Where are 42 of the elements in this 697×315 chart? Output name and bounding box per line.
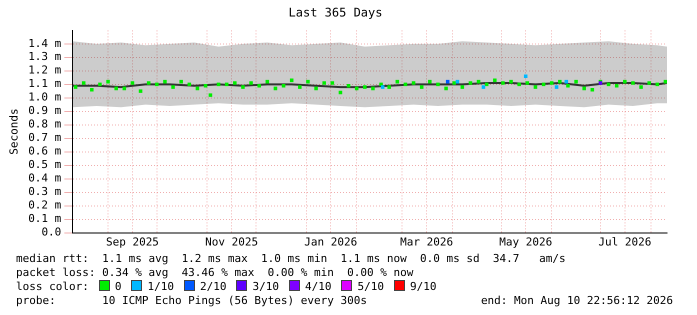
text: median rtt: 1.1 ms avg 1.2 ms max 1.0 ms min 1.1 ms now 0.0 ms sd 34.7 am/s [16, 252, 566, 266]
point [446, 80, 450, 84]
point [564, 80, 568, 84]
y-tick-label: 0.4 m [28, 172, 62, 185]
text: end: Mon Aug 10 22:56:12 2026 [480, 294, 673, 308]
point [456, 80, 460, 84]
y-tick-label: 0.8 m [28, 118, 62, 131]
legend-label: 9/10 [410, 280, 436, 293]
x-tick-label: Mar 2026 [400, 235, 454, 248]
chart-title: Last 365 Days [288, 5, 382, 20]
x-tick-label: May 2026 [499, 235, 552, 248]
y-tick-label: 0.1 m [28, 212, 62, 226]
legend-title: loss color: [16, 280, 89, 293]
legend-label: 1/10 [147, 280, 174, 293]
y-tick-label: 1.3 m [28, 50, 62, 64]
x-tick-label: Jan 2026 [304, 235, 358, 248]
legend-label: 0 [114, 280, 122, 293]
x-tick-label: Nov 2025 [205, 235, 258, 248]
y-tick-label: 1.4 m [28, 36, 62, 50]
y-tick-label: 0.2 m [28, 198, 62, 212]
point [524, 74, 528, 78]
y-tick-label: 1.0 m [28, 90, 62, 104]
y-tick-label: 0.6 m [28, 144, 62, 158]
point [482, 85, 486, 89]
y-tick-label: 0.3 m [28, 185, 62, 198]
y-tick-label: 0.0 [41, 226, 62, 239]
y-tick-label: 0.5 m [28, 158, 62, 172]
point [554, 85, 558, 89]
text: packet loss: 0.34 % avg 43.46 % max 0.00 % min 0.00 % now [16, 266, 414, 280]
legend-label: 4/10 [304, 280, 332, 293]
text: probe: 10 ICMP Echo Pings (56 Bytes) every 300s [16, 294, 367, 307]
point [380, 85, 384, 89]
y-axis-title: Seconds [7, 108, 20, 155]
x-tick-label: Jul 2026 [598, 235, 652, 248]
y-tick-label: 0.9 m [28, 104, 62, 118]
legend-label: 2/10 [200, 280, 226, 293]
legend-label: 5/10 [357, 280, 384, 293]
y-tick-label: 1.2 m [28, 64, 62, 77]
y-tick-label: 0.7 m [28, 131, 62, 144]
legend-label: 3/10 [252, 280, 279, 293]
y-tick-label: 1.1 m [28, 77, 62, 90]
x-tick-label: Sep 2025 [106, 235, 159, 248]
